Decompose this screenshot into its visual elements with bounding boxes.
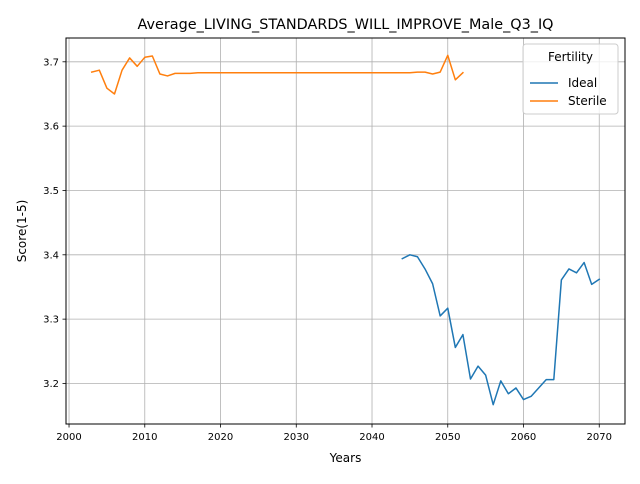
x-tick-label: 2000	[56, 432, 81, 443]
x-tick-label: 2070	[587, 432, 612, 443]
legend-box	[522, 43, 619, 115]
x-tick-label: 2010	[132, 432, 157, 443]
legend: Fertility Ideal Sterile	[522, 43, 619, 115]
y-tick-label: 3.4	[43, 250, 59, 261]
x-axis-label: Years	[329, 451, 362, 465]
legend-label-ideal: Ideal	[568, 76, 597, 90]
series-line-sterile	[90, 54, 464, 95]
series-lines	[90, 54, 601, 406]
x-tick-label: 2050	[435, 432, 460, 443]
series-line-ideal	[401, 254, 601, 406]
chart-title: Average_LIVING_STANDARDS_WILL_IMPROVE_Ma…	[137, 17, 553, 33]
y-tick-label: 3.2	[43, 379, 59, 390]
x-tick-label: 2020	[208, 432, 233, 443]
y-axis-label: Score(1-5)	[15, 200, 29, 263]
y-axis-ticks: 3.2 3.3 3.4 3.5 3.6 3.7	[43, 57, 66, 390]
y-tick-label: 3.6	[43, 122, 59, 133]
y-tick-label: 3.5	[43, 186, 59, 197]
y-tick-label: 3.7	[43, 57, 59, 68]
x-tick-label: 2060	[511, 432, 536, 443]
legend-title: Fertility	[548, 50, 593, 64]
legend-label-sterile: Sterile	[568, 94, 607, 108]
y-tick-label: 3.3	[43, 315, 59, 326]
plot-frame	[65, 37, 626, 425]
x-tick-label: 2030	[284, 432, 309, 443]
x-tick-label: 2040	[359, 432, 384, 443]
x-axis-ticks: 2000 2010 2020 2030 2040 2050 2060 2070	[56, 424, 612, 443]
